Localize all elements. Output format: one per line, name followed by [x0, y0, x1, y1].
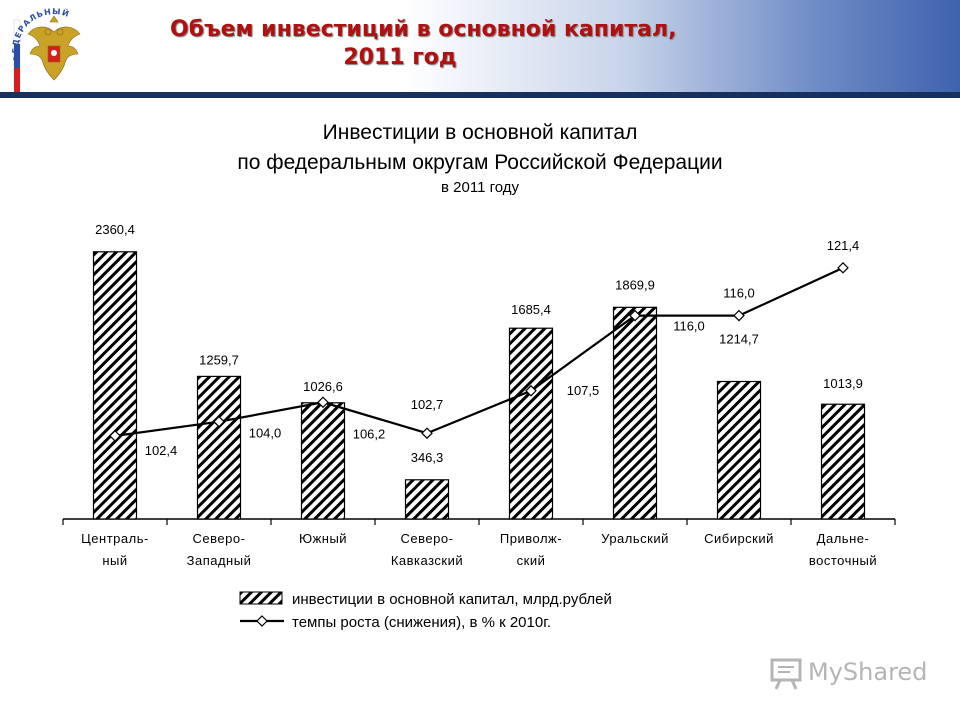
- line-point: [629, 309, 641, 322]
- legend-line-marker: [256, 615, 268, 627]
- x-tick-label: Приволж-: [500, 531, 562, 546]
- line-point: [733, 309, 745, 322]
- chart-title-line2: по федеральным округам Российской Федера…: [237, 151, 723, 174]
- bar: [716, 380, 762, 520]
- growth-line: [114, 266, 844, 437]
- x-tick-label: Кавказский: [391, 553, 463, 568]
- x-tick-label: Северо-: [193, 531, 246, 546]
- x-tick-label: ный: [102, 553, 127, 568]
- page-title: Объем инвестиций в основной капитал, 201…: [170, 16, 677, 72]
- line-data-label: 104,0: [249, 426, 282, 441]
- chart-title: Инвестиции в основной капитал по федерал…: [180, 118, 780, 198]
- bar-data-label: 1869,9: [615, 277, 655, 292]
- line-point: [213, 415, 225, 428]
- bar-data-label: 1026,6: [303, 379, 343, 394]
- bar: [508, 327, 554, 520]
- bar: [404, 479, 450, 520]
- bar: [612, 306, 658, 520]
- legend-bar-label: инвестиции в основной капитал, млрд.рубл…: [292, 591, 612, 608]
- bar: [92, 251, 138, 520]
- line-point: [525, 384, 537, 397]
- line-point: [837, 261, 849, 274]
- line-data-label: 116,0: [673, 319, 705, 334]
- header-divider: [0, 92, 960, 98]
- bar-data-label: 1214,7: [719, 331, 759, 346]
- data-labels: 2360,4 1259,7 1026,6 346,3 1685,4 1869,9 1214,…: [95, 222, 863, 465]
- x-tick-label: Северо-: [401, 531, 454, 546]
- bar-data-label: 2360,4: [95, 222, 135, 237]
- x-tick-label: восточный: [809, 553, 877, 568]
- line-series: [109, 261, 849, 442]
- bar-data-label: 1013,9: [823, 376, 863, 391]
- x-tick-label: Сибирский: [704, 531, 774, 546]
- bar: [300, 402, 346, 520]
- header-banner: [0, 0, 960, 92]
- legend-line-label: темпы роста (снижения), в % к 2010г.: [292, 614, 551, 631]
- legend: инвестиции в основной капитал, млрд.рубл…: [239, 591, 612, 631]
- x-tick-label: Западный: [187, 553, 252, 568]
- bar-data-label: 346,3: [411, 450, 444, 465]
- line-data-label: 121,4: [827, 238, 860, 253]
- x-tick-label: ский: [517, 553, 546, 568]
- chart-subtitle: в 2011 году: [441, 179, 519, 196]
- line-data-label: 106,2: [353, 426, 386, 441]
- bar-data-label: 1259,7: [199, 352, 239, 367]
- bar: [196, 375, 242, 520]
- line-point: [317, 396, 329, 409]
- line-point: [109, 430, 121, 442]
- page-title-line2: 2011 год: [343, 45, 457, 70]
- line-data-label: 102,7: [411, 397, 444, 412]
- bar: [820, 403, 866, 520]
- line-data-label: 107,5: [567, 383, 600, 398]
- legend-bar-swatch: [239, 591, 283, 605]
- x-tick-label: Дальне-: [817, 531, 870, 546]
- x-axis: Централь-ный Северо- Западный Южный Северо- К…: [62, 518, 896, 568]
- page-title-line1: Объем инвестиций в основной капитал,: [170, 17, 677, 42]
- watermark-text: MyShared: [808, 658, 928, 686]
- x-tick-label: Централь-: [81, 531, 149, 546]
- line-data-label: 102,4: [145, 443, 178, 458]
- watermark: MyShared: [768, 656, 928, 692]
- bar-data-label: 1685,4: [511, 302, 551, 317]
- presentation-board-icon: [770, 658, 802, 690]
- line-point: [421, 427, 433, 440]
- bar-series: [92, 251, 866, 520]
- x-tick-label: Уральский: [601, 531, 669, 546]
- line-data-label: 116,0: [723, 286, 755, 301]
- x-tick-label: Южный: [299, 531, 347, 546]
- coat-of-arms-emblem: ФЕДЕРАЛЬНЫЙ: [11, 6, 81, 92]
- chart-title-line1: Инвестиции в основной капитал: [322, 121, 638, 144]
